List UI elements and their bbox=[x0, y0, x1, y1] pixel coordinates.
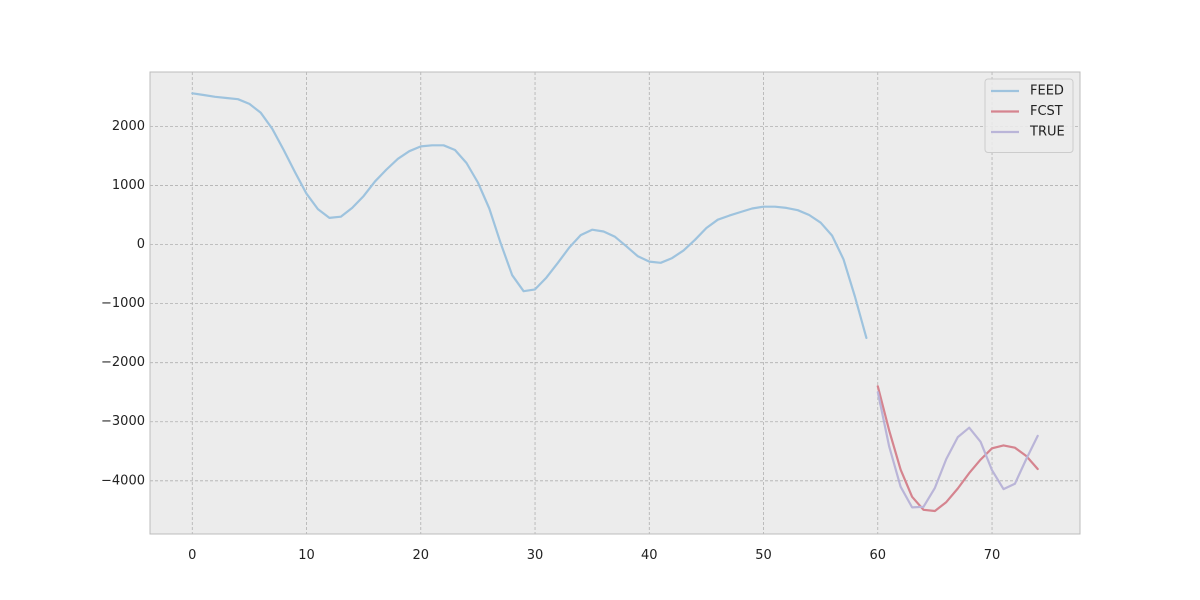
series-line-fcst bbox=[876, 385, 1039, 513]
x-tick-label: 70 bbox=[984, 548, 1001, 563]
legend: FEED FCST TRUE bbox=[984, 78, 1074, 153]
x-tick-label: 30 bbox=[527, 548, 544, 563]
x-tick-label: 50 bbox=[755, 548, 772, 563]
grid bbox=[150, 72, 1080, 534]
legend-label-feed: FEED bbox=[1030, 84, 1064, 99]
x-tick-label: 60 bbox=[870, 548, 887, 563]
y-tick-label: −1000 bbox=[101, 296, 145, 311]
x-tick-label: 10 bbox=[298, 548, 315, 563]
series-lines bbox=[191, 92, 1039, 513]
x-tick-label: 40 bbox=[641, 548, 658, 563]
y-tick-label: 2000 bbox=[112, 119, 145, 134]
y-tick-label: 0 bbox=[137, 237, 145, 252]
series-line-true bbox=[876, 391, 1039, 509]
series-line-feed bbox=[191, 92, 868, 339]
plot-frame bbox=[149, 71, 1081, 535]
x-axis: 0 10 20 30 40 50 60 70 bbox=[188, 548, 1000, 563]
legend-label-fcst: FCST bbox=[1030, 104, 1063, 119]
y-tick-label: −3000 bbox=[101, 414, 145, 429]
y-tick-label: −2000 bbox=[101, 355, 145, 370]
x-tick-label: 0 bbox=[188, 548, 196, 563]
plot-background bbox=[150, 72, 1080, 534]
legend-box bbox=[984, 78, 1074, 153]
y-axis: −4000 −3000 −2000 −1000 0 1000 2000 bbox=[101, 119, 145, 488]
y-tick-label: 1000 bbox=[112, 178, 145, 193]
legend-label-true: TRUE bbox=[1029, 125, 1065, 140]
x-tick-label: 20 bbox=[413, 548, 430, 563]
y-tick-label: −4000 bbox=[101, 473, 145, 488]
